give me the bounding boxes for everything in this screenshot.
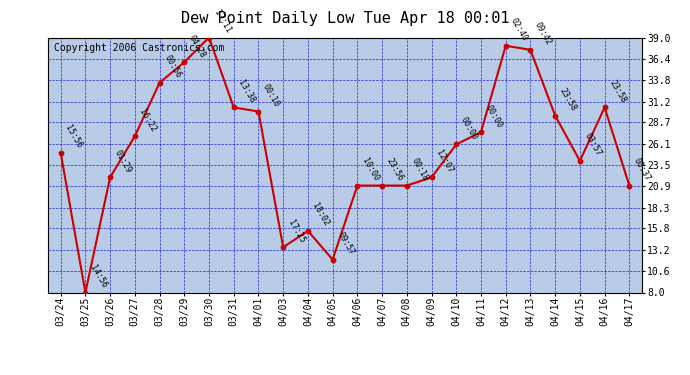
Point — [599, 104, 610, 110]
Text: 12:07: 12:07 — [434, 148, 455, 174]
Point — [228, 104, 239, 110]
Point — [204, 34, 215, 40]
Text: 14:56: 14:56 — [88, 264, 108, 290]
Point — [402, 183, 413, 189]
Text: 23:58: 23:58 — [558, 87, 578, 113]
Text: 13:38: 13:38 — [237, 78, 257, 105]
Point — [55, 150, 66, 156]
Text: 00:37: 00:37 — [632, 157, 653, 183]
Text: 17:11: 17:11 — [212, 9, 232, 35]
Text: 00:56: 00:56 — [162, 54, 183, 80]
Text: Copyright 2006 Castronics.com: Copyright 2006 Castronics.com — [55, 43, 225, 52]
Point — [624, 183, 635, 189]
Text: 09:57: 09:57 — [335, 231, 356, 257]
Text: 16:22: 16:22 — [137, 107, 158, 134]
Text: Dew Point Daily Low Tue Apr 18 00:01: Dew Point Daily Low Tue Apr 18 00:01 — [181, 11, 509, 26]
Text: 03:57: 03:57 — [582, 132, 603, 158]
Point — [525, 47, 536, 53]
Point — [352, 183, 363, 189]
Text: 09:42: 09:42 — [533, 21, 553, 47]
Text: 15:56: 15:56 — [63, 124, 83, 150]
Point — [105, 174, 116, 180]
Text: 01:29: 01:29 — [113, 148, 133, 174]
Point — [451, 141, 462, 147]
Point — [179, 59, 190, 65]
Point — [574, 158, 585, 164]
Text: 04:28: 04:28 — [187, 33, 208, 59]
Text: 18:02: 18:02 — [310, 202, 331, 228]
Text: 00:10: 00:10 — [262, 82, 282, 109]
Text: 23:58: 23:58 — [607, 78, 628, 105]
Point — [129, 133, 140, 139]
Point — [550, 112, 561, 118]
Point — [302, 228, 313, 234]
Point — [500, 43, 511, 49]
Point — [80, 290, 91, 296]
Point — [377, 183, 388, 189]
Text: 23:56: 23:56 — [385, 157, 405, 183]
Text: 17:25: 17:25 — [286, 218, 306, 244]
Point — [426, 174, 437, 180]
Point — [327, 256, 338, 262]
Point — [277, 244, 288, 250]
Point — [154, 80, 165, 86]
Text: 00:00: 00:00 — [459, 116, 480, 142]
Text: 00:00: 00:00 — [484, 103, 504, 129]
Text: 02:40: 02:40 — [509, 17, 529, 43]
Point — [253, 108, 264, 114]
Text: 00:18: 00:18 — [410, 157, 430, 183]
Text: 10:00: 10:00 — [360, 157, 380, 183]
Point — [475, 129, 486, 135]
